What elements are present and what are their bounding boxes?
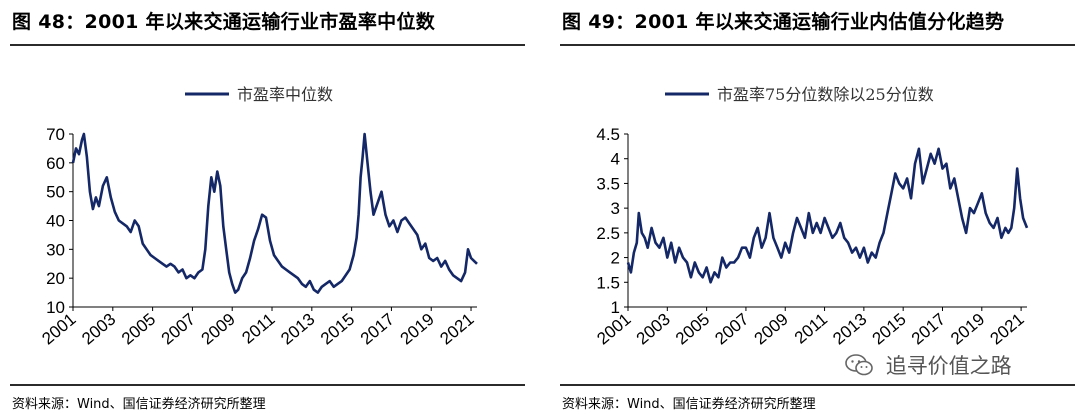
y-tick-label: 50	[46, 183, 65, 202]
x-tick-label: 2021	[436, 310, 477, 349]
x-tick-label: 2017	[908, 310, 949, 349]
x-tick-label: 2001	[38, 310, 79, 349]
y-tick-label: 60	[46, 154, 65, 173]
y-tick-label: 1.5	[596, 273, 620, 292]
y-tick-label: 10	[46, 298, 65, 317]
y-tick-label: 3.5	[596, 174, 620, 193]
x-tick-label: 2009	[751, 310, 792, 349]
x-tick-label: 2021	[986, 310, 1027, 349]
x-tick-label: 2003	[78, 310, 119, 349]
legend-label: 市盈率75分位数除以25分位数	[717, 85, 934, 104]
y-tick-label: 2.5	[596, 224, 620, 243]
x-tick-label: 2015	[317, 310, 358, 349]
y-tick-label: 2	[611, 249, 620, 268]
figure-title: 图 49：2001 年以来交通运输行业内估值分化趋势	[562, 11, 1005, 33]
x-tick-label: 2013	[829, 310, 870, 349]
source-rule	[10, 384, 525, 386]
x-tick-label: 2009	[198, 310, 239, 349]
y-tick-label: 30	[46, 240, 65, 259]
legend-label: 市盈率中位数	[237, 85, 333, 104]
x-tick-label: 2017	[357, 310, 398, 349]
x-tick-label: 2011	[791, 310, 831, 348]
x-tick-label: 2019	[947, 310, 988, 349]
title-rule	[560, 6, 1075, 46]
source-note: 资料来源：Wind、国信证券经济研究所整理	[12, 397, 266, 412]
y-tick-label: 40	[46, 212, 65, 231]
y-tick-label: 4	[611, 150, 620, 169]
title-rule	[10, 6, 525, 46]
x-tick-label: 2005	[672, 310, 713, 349]
wechat-icon	[845, 354, 873, 376]
chart-panel-pe-median: 图 48：2001 年以来交通运输行业市盈率中位数 10 20 30 40 50 60 70…	[10, 0, 530, 414]
y-tick-label: 3	[611, 199, 620, 218]
watermark: 追寻价值之路	[845, 350, 1012, 380]
y-tick-label: 70	[46, 125, 65, 144]
source-rule	[560, 384, 1075, 386]
chart-panel-valuation-dispersion: 图 49：2001 年以来交通运输行业内估值分化趋势 1 1.5 2 2.5 3 3.5 4…	[560, 0, 1080, 414]
y-tick-label: 1	[611, 298, 620, 317]
x-tick-label: 2007	[158, 310, 199, 349]
y-tick-label: 4.5	[596, 125, 620, 144]
x-tick-label: 2005	[118, 310, 159, 349]
x-tick-label: 2001	[593, 310, 634, 349]
series-line	[626, 147, 1029, 284]
figure-title: 图 48：2001 年以来交通运输行业市盈率中位数	[12, 11, 436, 33]
x-tick-label: 2019	[397, 310, 438, 349]
source-note: 资料来源：Wind、国信证券经济研究所整理	[562, 397, 816, 412]
x-tick-label: 2015	[869, 310, 910, 349]
y-tick-label: 20	[46, 269, 65, 288]
x-tick-label: 2007	[711, 310, 752, 349]
x-tick-label: 2011	[238, 310, 278, 348]
x-tick-label: 2003	[633, 310, 674, 349]
watermark-text: 追寻价值之路	[885, 354, 1012, 378]
x-tick-label: 2013	[277, 310, 318, 349]
series-line	[71, 132, 478, 294]
